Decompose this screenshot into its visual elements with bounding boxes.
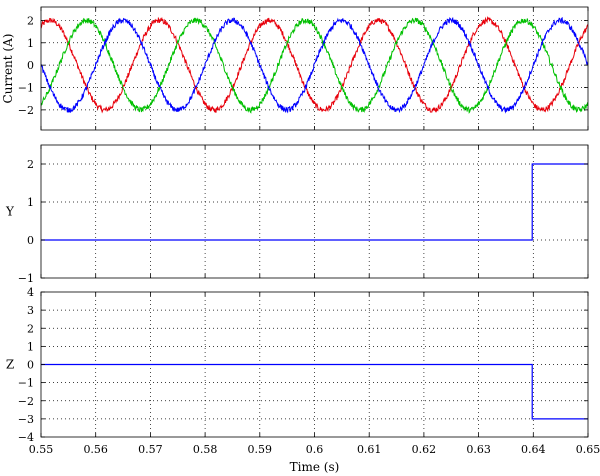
panel-3: −4 −3 −2 −1 0 1 2 3 4 0.55 0.56 0.57 0.58 0.59 0.6 0.61… <box>6 286 600 474</box>
y-tick-label: 0 <box>27 359 34 372</box>
y-tick-label: −4 <box>18 431 34 444</box>
y-axis-label: Y <box>5 205 15 219</box>
panel-2: −1 0 1 2 Y <box>5 144 589 285</box>
x-tick-label: 0.62 <box>412 443 437 456</box>
y-axis-label: Current (A) <box>1 34 15 104</box>
series-line-2 <box>41 17 588 114</box>
x-tick-label: 0.63 <box>466 443 491 456</box>
x-tick-label: 0.58 <box>193 443 218 456</box>
y-tick-label: 2 <box>27 14 34 27</box>
y-tick-label: 0 <box>27 59 34 72</box>
y-axis-label: Z <box>6 358 14 372</box>
y-tick-label: −2 <box>18 395 34 408</box>
y-tick-label: 2 <box>27 158 34 171</box>
plot-frame <box>40 144 589 279</box>
series-line-3 <box>41 16 588 114</box>
x-tick-label: 0.65 <box>576 443 600 456</box>
x-tick-label: 0.61 <box>357 443 382 456</box>
x-tick-label: 0.59 <box>248 443 273 456</box>
y-tick-label: 4 <box>27 286 34 299</box>
y-tick-label: −2 <box>18 104 34 117</box>
y-tick-label: 2 <box>27 322 34 335</box>
series-line-1 <box>41 363 588 420</box>
series-line-1 <box>41 163 588 241</box>
x-tick-label: 0.64 <box>521 443 546 456</box>
x-tick-label: 0.55 <box>29 443 54 456</box>
y-tick-label: 1 <box>27 340 34 353</box>
x-tick-label: 0.56 <box>83 443 108 456</box>
x-axis-label: Time (s) <box>290 460 340 474</box>
x-tick-label: 0.57 <box>138 443 163 456</box>
y-tick-label: 3 <box>27 304 34 317</box>
y-tick-label: −1 <box>18 377 34 390</box>
y-tick-label: −3 <box>18 413 34 426</box>
panel-1: −2 −1 0 1 2 Current (A) <box>1 6 589 131</box>
series-line-1 <box>41 15 588 114</box>
y-tick-label: −1 <box>18 82 34 95</box>
y-tick-label: 1 <box>27 196 34 209</box>
y-tick-label: −1 <box>18 272 34 285</box>
y-tick-label: 0 <box>27 234 34 247</box>
x-tick-label: 0.6 <box>306 443 324 456</box>
y-tick-label: 1 <box>27 37 34 50</box>
